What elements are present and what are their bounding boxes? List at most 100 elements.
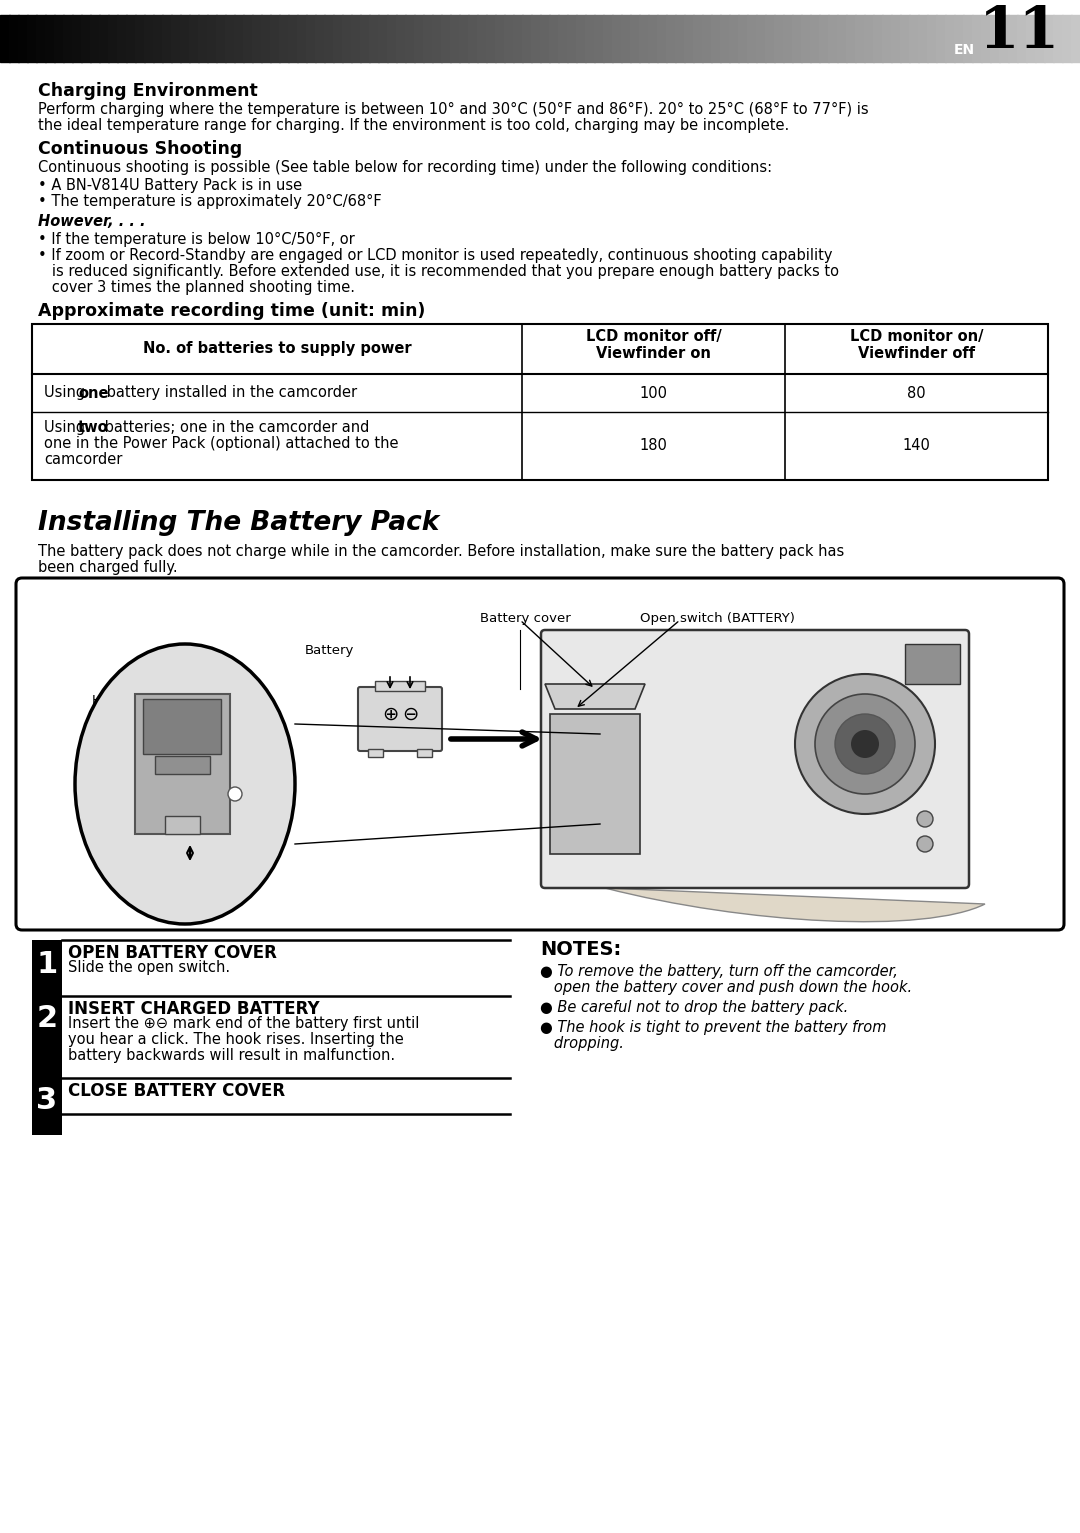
Bar	[180, 15, 189, 61]
Text: two: two	[78, 420, 109, 435]
Bar	[558, 15, 567, 61]
Text: ⊕: ⊕	[382, 705, 399, 724]
Text: battery backwards will result in malfunction.: battery backwards will result in malfunc…	[68, 1049, 395, 1062]
Polygon shape	[545, 684, 645, 708]
Bar	[27, 15, 37, 61]
Bar	[234, 15, 243, 61]
Bar	[198, 15, 207, 61]
Bar	[981, 15, 990, 61]
Bar	[417, 750, 432, 757]
Bar	[549, 15, 558, 61]
Text: ● Be careful not to drop the battery pack.: ● Be careful not to drop the battery pac…	[540, 1000, 848, 1015]
Bar	[396, 15, 405, 61]
Bar	[261, 15, 270, 61]
Text: LCD monitor off/
Viewfinder on: LCD monitor off/ Viewfinder on	[585, 328, 721, 362]
Bar	[18, 15, 27, 61]
Text: Using: Using	[44, 385, 90, 400]
Bar	[0, 15, 10, 61]
Text: Slide the open switch.: Slide the open switch.	[68, 960, 230, 975]
Text: one: one	[78, 385, 108, 400]
Bar	[711, 15, 720, 61]
Text: 100: 100	[639, 385, 667, 400]
Bar	[165, 816, 200, 834]
Bar	[297, 15, 307, 61]
Bar	[990, 15, 999, 61]
Bar	[810, 15, 820, 61]
FancyBboxPatch shape	[16, 578, 1064, 931]
Bar	[90, 15, 99, 61]
Bar	[783, 15, 793, 61]
Bar	[450, 15, 459, 61]
Bar	[432, 15, 442, 61]
Bar	[162, 15, 172, 61]
Bar	[135, 15, 145, 61]
PathPatch shape	[605, 888, 985, 921]
Bar	[369, 15, 378, 61]
Bar	[423, 15, 432, 61]
Bar	[855, 15, 864, 61]
Bar	[36, 15, 45, 61]
Bar	[864, 15, 874, 61]
Bar	[630, 15, 639, 61]
Bar	[900, 15, 909, 61]
Text: Open switch (BATTERY): Open switch (BATTERY)	[640, 612, 795, 625]
Bar	[126, 15, 135, 61]
Bar	[468, 15, 477, 61]
Circle shape	[795, 675, 935, 814]
Bar	[288, 15, 297, 61]
Circle shape	[917, 835, 933, 852]
Bar	[32, 323, 1048, 480]
Bar	[324, 15, 334, 61]
Bar	[375, 681, 426, 691]
Circle shape	[815, 694, 915, 794]
Bar	[189, 15, 199, 61]
Bar	[774, 15, 783, 61]
Text: Installing The Battery Pack: Installing The Battery Pack	[38, 510, 440, 537]
Bar	[1017, 15, 1026, 61]
Bar	[81, 15, 91, 61]
Bar	[351, 15, 361, 61]
Text: Approximate recording time (unit: min): Approximate recording time (unit: min)	[38, 302, 426, 320]
Bar	[504, 15, 513, 61]
Text: • If the temperature is below 10°C/50°F, or: • If the temperature is below 10°C/50°F,…	[38, 231, 354, 247]
Text: • A BN-V814U Battery Pack is in use: • A BN-V814U Battery Pack is in use	[38, 178, 302, 193]
Bar	[279, 15, 288, 61]
FancyBboxPatch shape	[541, 630, 969, 888]
Bar	[32, 940, 62, 1134]
Circle shape	[851, 730, 879, 757]
Bar	[882, 15, 891, 61]
Bar	[378, 15, 388, 61]
Bar	[513, 15, 523, 61]
Bar	[666, 15, 675, 61]
Bar	[315, 15, 324, 61]
Bar	[747, 15, 756, 61]
Text: NOTES:: NOTES:	[540, 940, 621, 960]
Text: No. of batteries to supply power: No. of batteries to supply power	[143, 342, 411, 357]
Bar	[531, 15, 540, 61]
Bar	[522, 15, 531, 61]
Bar	[360, 15, 369, 61]
Bar	[108, 15, 118, 61]
Text: Charging Environment: Charging Environment	[38, 81, 258, 100]
Text: 80: 80	[907, 385, 926, 400]
Text: ● To remove the battery, turn off the camcorder,: ● To remove the battery, turn off the ca…	[540, 964, 897, 980]
Bar	[828, 15, 837, 61]
Text: 180: 180	[639, 438, 667, 454]
Text: is reduced significantly. Before extended use, it is recommended that you prepar: is reduced significantly. Before extende…	[38, 264, 839, 279]
Text: Perform charging where the temperature is between 10° and 30°C (50°F and 86°F). : Perform charging where the temperature i…	[38, 103, 868, 117]
Bar	[144, 15, 153, 61]
Bar	[135, 694, 230, 834]
Bar	[936, 15, 945, 61]
Bar	[72, 15, 81, 61]
Text: CLOSE BATTERY COVER: CLOSE BATTERY COVER	[68, 1082, 285, 1101]
Bar	[891, 15, 901, 61]
Bar	[1026, 15, 1036, 61]
Bar	[477, 15, 486, 61]
Text: 2: 2	[37, 1004, 57, 1033]
Circle shape	[917, 811, 933, 826]
Bar	[143, 699, 221, 754]
Bar	[675, 15, 685, 61]
Bar	[648, 15, 658, 61]
Bar	[1053, 15, 1063, 61]
Bar	[1035, 15, 1044, 61]
